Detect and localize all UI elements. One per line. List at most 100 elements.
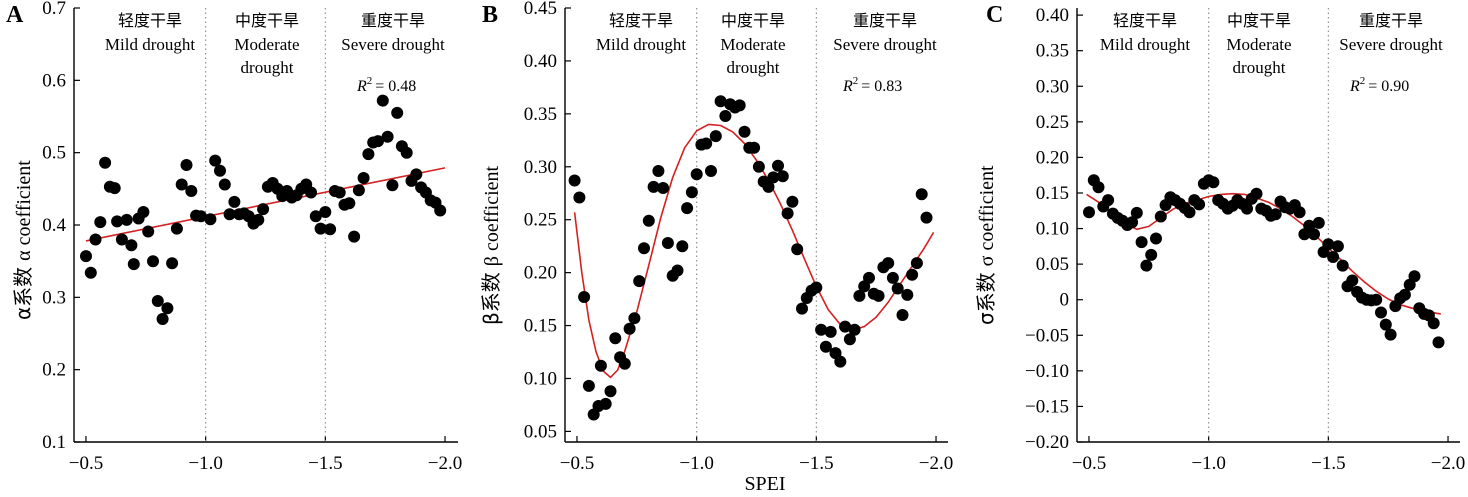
data-point xyxy=(142,225,155,238)
r-squared: R2 = 0.83 xyxy=(842,75,902,95)
x-tick-label: −1.5 xyxy=(1311,453,1345,474)
data-point xyxy=(147,255,159,268)
data-point xyxy=(594,359,607,372)
y-tick-label: 0.05 xyxy=(524,421,557,442)
data-point xyxy=(391,106,404,119)
fit-line xyxy=(1086,192,1441,315)
x-tick-label: −1.0 xyxy=(1191,453,1225,474)
data-point xyxy=(1331,240,1344,253)
data-point xyxy=(896,309,909,321)
region-label-zh: 中度干旱 xyxy=(235,11,299,30)
data-point xyxy=(618,357,631,370)
data-point xyxy=(1083,206,1095,219)
data-point xyxy=(647,180,660,193)
region-label-zh: 重度干旱 xyxy=(361,11,425,30)
data-point xyxy=(151,295,164,307)
y-tick-label: 0.20 xyxy=(524,263,557,284)
data-point xyxy=(156,313,169,325)
x-ticks: −0.5 −1.0 −1.5 −2.0 xyxy=(1072,436,1465,474)
data-point xyxy=(372,135,384,148)
data-point xyxy=(1293,206,1306,219)
data-point xyxy=(357,172,370,184)
data-point xyxy=(314,222,327,235)
data-point xyxy=(204,213,217,226)
data-point xyxy=(796,302,808,315)
data-point xyxy=(305,186,317,199)
region-label-en: Mild drought xyxy=(596,35,686,54)
data-point xyxy=(623,322,636,335)
y-tick-label: 0.45 xyxy=(524,0,557,19)
fit-curve xyxy=(1086,192,1441,315)
y-tick-label: 0.25 xyxy=(524,210,557,231)
y-tick-label: 0.30 xyxy=(1036,76,1069,97)
dividers xyxy=(1208,8,1329,442)
fit-curve xyxy=(573,123,935,379)
data-point xyxy=(752,160,765,173)
points xyxy=(568,95,933,421)
y-tick-label: 0.6 xyxy=(42,70,66,91)
ylabel-en: σ coefficient xyxy=(976,165,998,266)
region-label-en: Mild drought xyxy=(105,35,195,54)
data-point xyxy=(84,266,97,279)
r-squared-value: = 0.48 xyxy=(375,78,416,95)
ylabel: α系数 α coefficient xyxy=(11,160,35,320)
data-point xyxy=(714,95,727,108)
data-point xyxy=(1193,198,1206,211)
data-point xyxy=(214,164,226,177)
x-ticks: −0.5 −1.0 −1.5 −2.0 xyxy=(560,436,953,474)
data-point xyxy=(400,146,413,159)
data-point xyxy=(223,208,236,221)
data-point xyxy=(633,275,646,288)
points xyxy=(80,94,447,325)
x-tick-label: −1.5 xyxy=(799,453,833,474)
x-axis-title: SPEI xyxy=(744,473,785,495)
data-point xyxy=(381,130,394,143)
data-point xyxy=(1102,194,1115,207)
y-tick-label: −0.15 xyxy=(1025,396,1069,417)
y-tick-label: 0.20 xyxy=(1036,147,1069,168)
panel-label: C xyxy=(986,2,1003,28)
data-point xyxy=(901,288,914,301)
y-ticks: 0.1 0.2 0.3 0.4 0.5 0.6 0.7 xyxy=(42,0,80,453)
panel-b: B β系数β coefficient 0.050.100.150.200.250… xyxy=(479,0,953,495)
y-tick-label: 0.05 xyxy=(1036,254,1069,275)
data-point xyxy=(1346,274,1359,287)
fit-line xyxy=(573,123,935,379)
region-label-en: drought xyxy=(727,58,780,77)
data-point xyxy=(1183,206,1196,219)
data-point xyxy=(1140,259,1153,272)
data-point xyxy=(628,312,641,325)
ylabel: σ系数 σ coefficient xyxy=(974,165,998,325)
y-tick-label: 0.1 xyxy=(42,432,66,453)
region-label-en: Moderate xyxy=(720,35,785,54)
y-tick-label: 0.2 xyxy=(42,360,66,381)
region-labels: 轻度干旱 Mild drought 中度干旱 Moderate drought 重度干旱 S… xyxy=(105,11,445,77)
data-point xyxy=(352,184,365,197)
region-label-en: Moderate xyxy=(1226,35,1291,54)
data-point xyxy=(80,250,92,263)
data-point xyxy=(166,257,179,270)
data-point xyxy=(791,243,804,256)
y-tick-label: 0.15 xyxy=(524,316,557,337)
data-point xyxy=(1269,208,1282,221)
r-squared: R2 = 0.48 xyxy=(356,75,416,95)
data-point xyxy=(1241,202,1253,215)
y-tick-label: 0.7 xyxy=(42,0,66,19)
data-point xyxy=(218,178,231,191)
data-point xyxy=(161,302,174,315)
region-label-en: Severe drought xyxy=(1339,35,1443,54)
data-point xyxy=(578,291,591,303)
data-point xyxy=(185,185,198,197)
data-point xyxy=(175,178,188,191)
data-point xyxy=(1322,238,1335,251)
region-label-zh: 轻度干旱 xyxy=(609,11,673,30)
data-point xyxy=(824,325,837,338)
y-tick-label: −0.20 xyxy=(1025,432,1069,453)
data-point xyxy=(776,170,789,183)
data-point xyxy=(120,213,133,226)
data-point xyxy=(848,323,861,336)
data-point xyxy=(333,186,346,199)
data-point xyxy=(319,206,332,218)
dividers xyxy=(696,8,817,442)
